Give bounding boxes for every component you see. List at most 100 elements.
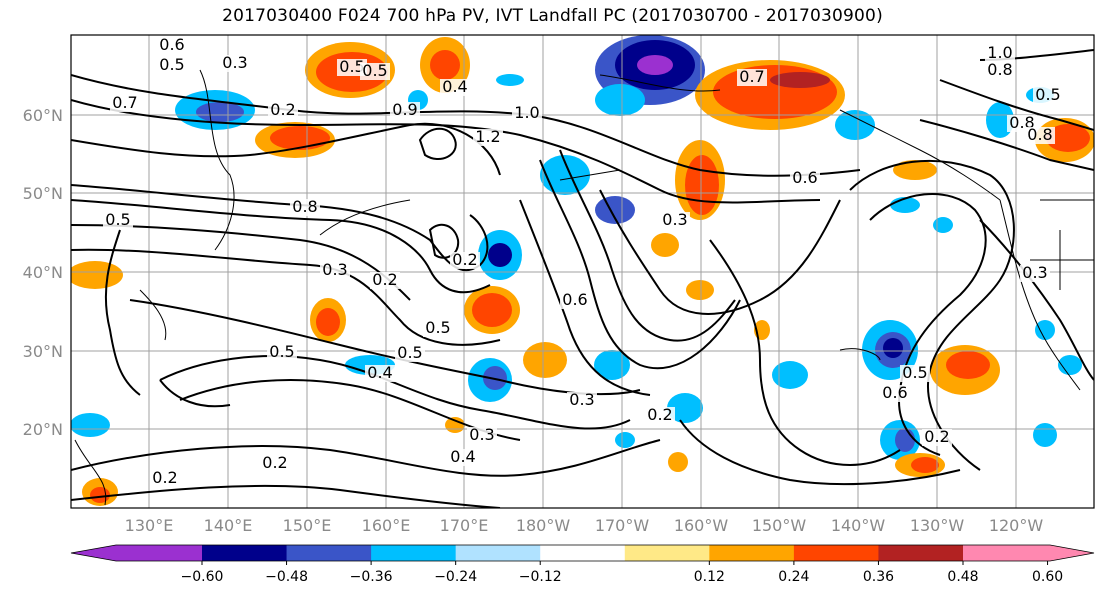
contour-label-bg [360,63,390,80]
contour-label: 0.3 [322,260,347,279]
contour-label: 0.8 [292,197,317,216]
contour-label: 0.6 [562,290,587,309]
contour-label-bg [103,212,133,229]
contour-label: 0.5 [159,55,184,74]
contour-label-bg [1025,127,1055,144]
contour-label-bg [473,129,503,146]
colorbar-segment [963,545,1094,561]
lat-label: 60°N [23,106,63,125]
contour-label-bg [320,262,350,279]
contour-label-bg [268,102,298,119]
colorbar-segment [540,545,626,561]
colorbar-tick-label: −0.48 [265,569,308,585]
contour-label: 0.2 [647,405,672,424]
contour-label: 0.3 [222,53,247,72]
contour-label: 0.2 [452,250,477,269]
contour-label: 0.8 [1027,125,1052,144]
contour-label-bg [337,59,367,76]
lon-label: 180°W [516,516,571,535]
colorbar-segment [878,545,964,561]
contour-label-bg [790,170,820,187]
contour-label-bg [390,102,420,119]
colorbar-segment [202,545,288,561]
contour-label: 0.7 [112,93,137,112]
contour-label-bg [985,45,1015,62]
lon-label: 140°W [831,516,886,535]
contour-label-bg [737,69,767,86]
contour-label: 0.3 [569,390,594,409]
colorbar-segment [709,545,795,561]
colorbar-tick-label: −0.24 [434,569,477,585]
contour-label-bg [560,292,590,309]
colorbar-segment [793,545,879,561]
contour-label: 0.2 [270,100,295,119]
contour-label-bg [365,365,395,382]
colorbar-tick-label: 0.48 [947,569,978,585]
lat-label: 50°N [23,184,63,203]
contour-label: 0.8 [987,60,1012,79]
colorbar: −0.60 −0.48 −0.36 −0.24 −0.12 0.12 0.24 0.36 0.4… [70,544,1095,585]
longitude-labels: 130°E 140°E 150°E 160°E 170°E 180°W 170°… [125,516,1044,535]
colorbar-tick-label: 0.36 [863,569,894,585]
lon-label: 160°W [674,516,729,535]
contour-label-bg [1020,265,1050,282]
contour-label: 0.3 [1022,263,1047,282]
colorbar-tick-label: −0.12 [519,569,562,585]
colorbar-tick-label: 0.24 [778,569,809,585]
colorbar-segment [624,545,710,561]
contour-label: 0.6 [792,168,817,187]
contour-label: 0.4 [450,447,475,466]
contour-label-bg [448,449,478,466]
colorbar-outline [70,544,1095,562]
contour-label-bg [423,320,453,337]
contour-label: 0.2 [372,270,397,289]
colorbar-tick-label: −0.60 [181,569,224,585]
colorbar-segment [71,545,202,561]
colorbar-segment [455,545,541,561]
lon-label: 170°E [440,516,489,535]
colorbar-tick-label: −0.36 [350,569,393,585]
lon-label: 150°W [752,516,807,535]
contour-label-bg [157,57,187,74]
contour-label: 0.5 [362,61,387,80]
contour-label-bg [110,95,140,112]
contour-label-bg [220,55,250,72]
contour-label: 0.4 [442,77,467,96]
contour-labels: 0.60.5 0.30.7 0.20.50.40.9 1.01.20.80.51.00… [103,35,1063,487]
contour-label: 0.4 [367,363,392,382]
contour-label: 0.9 [392,100,417,119]
contour-label-bg [395,345,425,362]
lon-label: 140°E [204,516,253,535]
contour-label: 0.5 [397,343,422,362]
contour-label-bg [440,79,470,96]
lon-label: 150°E [283,516,332,535]
contour-label-bg [567,392,597,409]
lon-label: 170°W [595,516,650,535]
lat-label: 20°N [23,420,63,439]
contour-label: 1.0 [987,43,1012,62]
contour-label-bg [267,344,297,361]
map-title: 2017030400 F024 700 hPa PV, IVT Landfall… [222,6,883,26]
contour-label-bg [1033,87,1063,104]
contour-label-bg [512,105,542,122]
contour-label: 0.3 [662,210,687,229]
colorbar-tick-label: 0.12 [694,569,725,585]
contour-label: 0.5 [269,342,294,361]
contour-label-bg [985,62,1015,79]
contour-label: 0.5 [1035,85,1060,104]
contour-label-bg [660,212,690,229]
lon-label: 130°E [125,516,174,535]
lon-label: 130°W [910,516,965,535]
map-frame [70,34,1095,509]
contour-label: 0.7 [739,67,764,86]
contour-label: 0.5 [105,210,130,229]
contour-label: 0.2 [924,427,949,446]
contour-label: 0.6 [159,35,184,54]
contour-label: 1.0 [514,103,539,122]
lon-label: 120°W [989,516,1044,535]
contour-label: 0.2 [152,468,177,487]
contour-label-bg [150,470,180,487]
contour-label-bg [880,385,910,402]
contour-label-bg [450,252,480,269]
